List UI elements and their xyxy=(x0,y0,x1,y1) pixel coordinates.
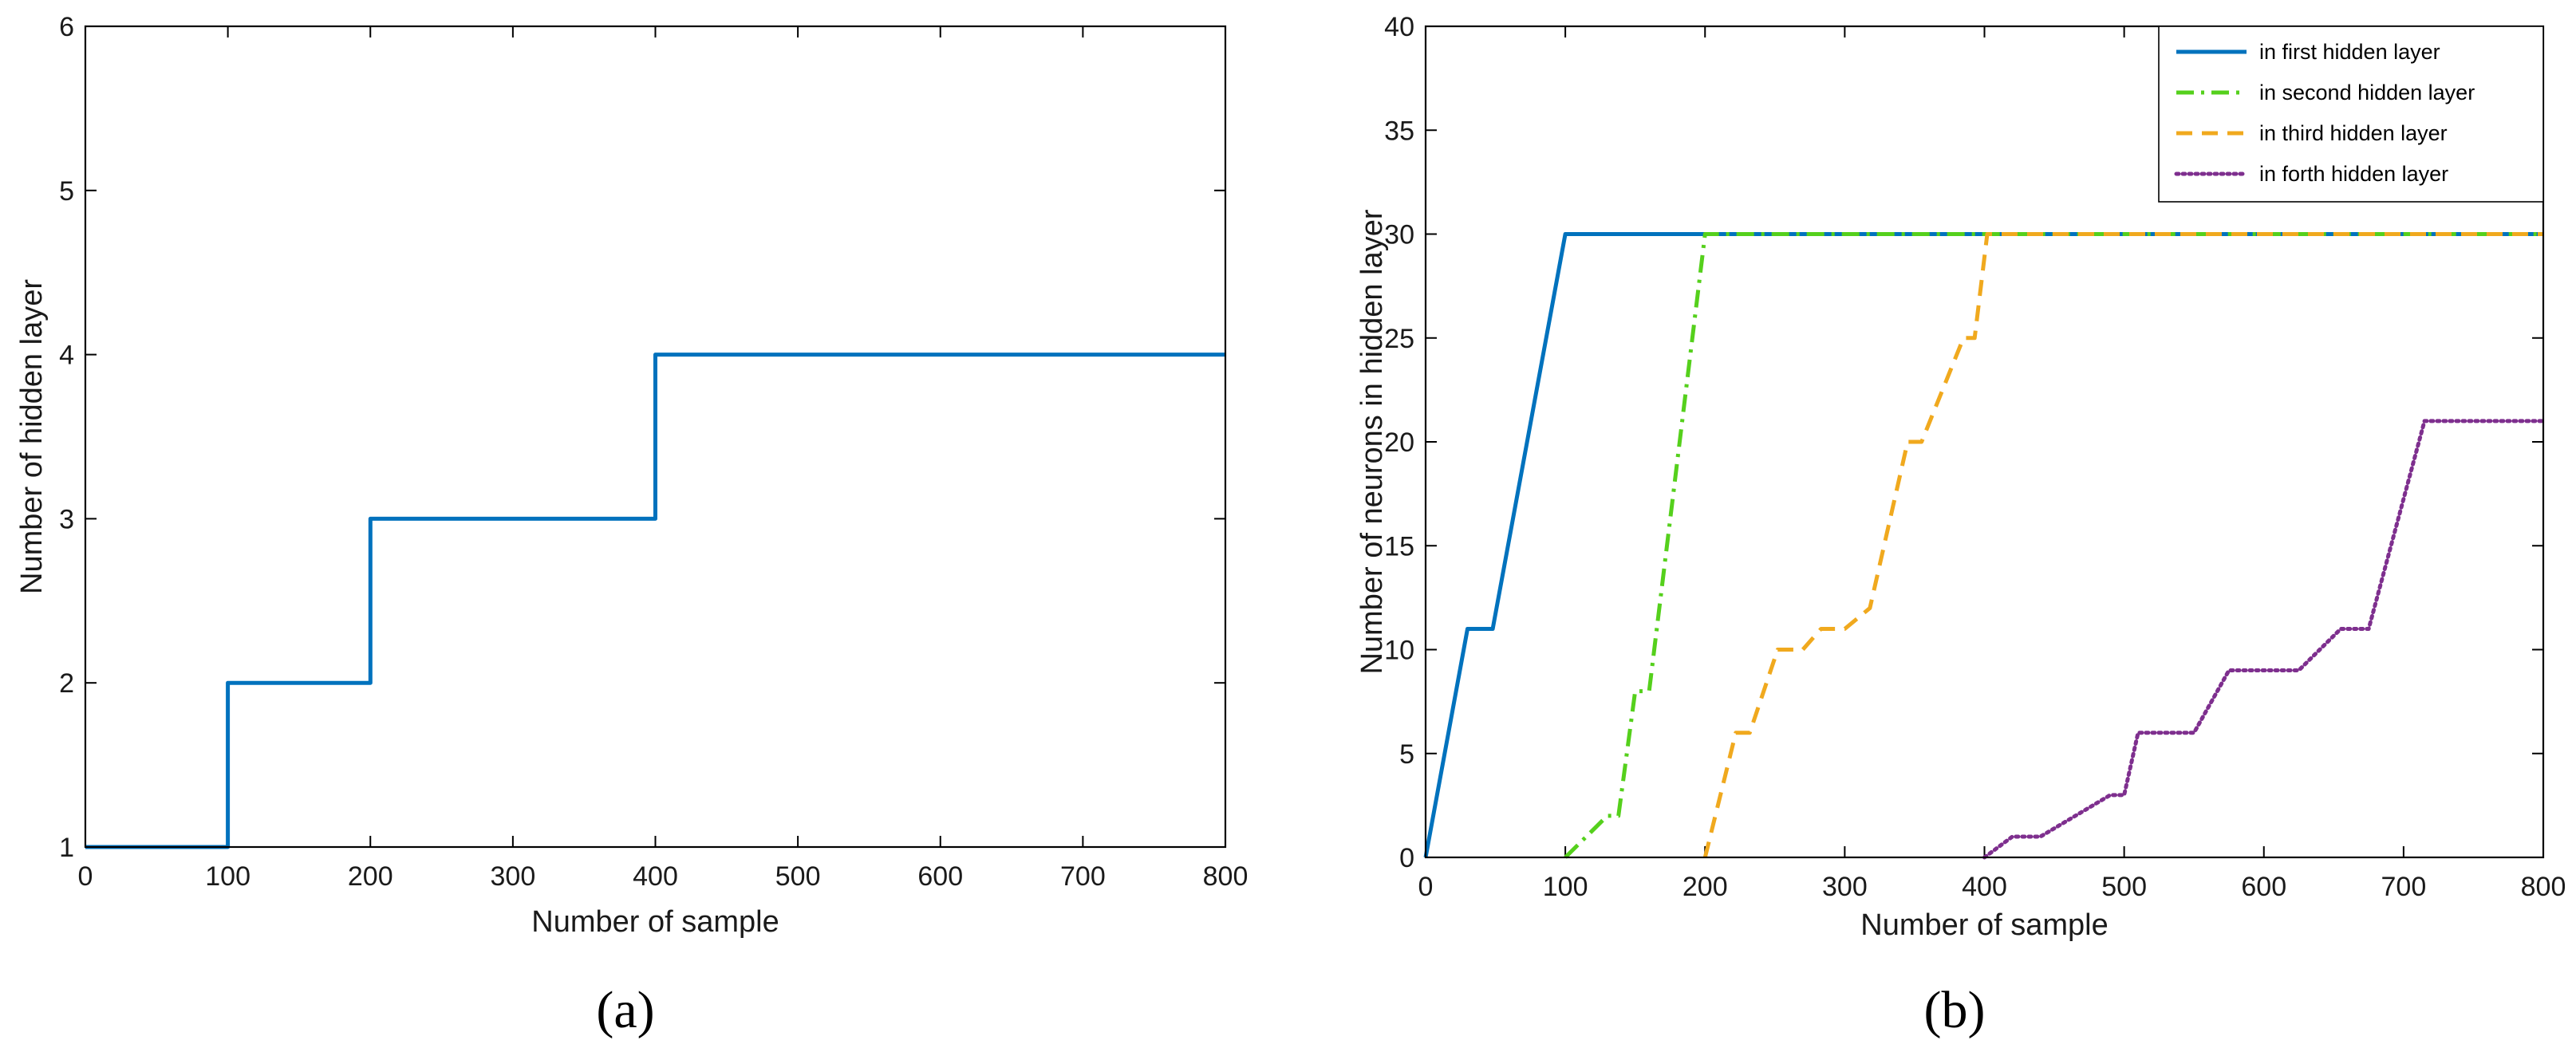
legend-entry: in first hidden layer xyxy=(2176,40,2440,64)
panel-a-caption: (a) xyxy=(596,981,654,1039)
x-tick-label: 800 xyxy=(2521,872,2566,902)
panel-b-plot-area xyxy=(1424,25,2545,859)
x-tick-label: 400 xyxy=(1962,872,2007,902)
legend-entry: in forth hidden layer xyxy=(2174,162,2448,186)
x-tick-label: 100 xyxy=(205,861,250,892)
series-line-1 xyxy=(1423,232,2543,858)
legend-label: in second hidden layer xyxy=(2259,81,2475,104)
y-tick-label: 4 xyxy=(59,341,74,371)
legend-entry: in second hidden layer xyxy=(2176,81,2475,104)
y-tick-label: 5 xyxy=(1399,739,1414,770)
panel-a-series xyxy=(85,353,1225,849)
chart-panel-a: 0 100 200 300 400 500 600 700 800 1 2 3 4 5 6 Number o… xyxy=(15,12,1248,1039)
x-tick-label: 600 xyxy=(917,861,963,892)
x-tick-label: 300 xyxy=(1822,872,1868,902)
x-tick-label: 0 xyxy=(1418,872,1434,902)
legend-entries: in first hidden layer in second hidden la… xyxy=(2174,40,2475,186)
x-tick-label: 800 xyxy=(1203,861,1249,892)
y-tick-label: 40 xyxy=(1384,12,1414,42)
y-tick-label: 30 xyxy=(1384,220,1414,250)
panel-b-y-axis-label: Number of neurons in hidden layer xyxy=(1355,209,1389,674)
legend-label: in third hidden layer xyxy=(2259,121,2448,145)
x-tick-label: 400 xyxy=(633,861,678,892)
series-line-3 xyxy=(1702,232,2543,858)
legend-label: in first hidden layer xyxy=(2259,40,2440,64)
y-tick-label: 35 xyxy=(1384,116,1414,146)
x-tick-label: 600 xyxy=(2241,872,2286,902)
y-tick-label: 25 xyxy=(1384,324,1414,354)
y-tick-label: 15 xyxy=(1384,531,1414,561)
series-line-4 xyxy=(1982,419,2546,860)
y-tick-label: 10 xyxy=(1384,636,1414,666)
y-tick-label: 6 xyxy=(59,12,74,42)
x-tick-label: 300 xyxy=(491,861,536,892)
y-tick-label: 3 xyxy=(59,504,74,534)
panel-a-plot-area xyxy=(84,25,1227,849)
y-tick-label: 20 xyxy=(1384,427,1414,458)
panel-a-x-axis-label: Number of sample xyxy=(531,905,779,939)
panel-b-caption: (b) xyxy=(1924,981,1986,1039)
panel-b-x-axis-label: Number of sample xyxy=(1860,908,2108,942)
y-tick-label: 2 xyxy=(59,668,74,699)
series-line-1 xyxy=(85,353,1225,849)
y-tick-label: 0 xyxy=(1399,843,1414,873)
panel-b-legend: in first hidden layer in second hidden la… xyxy=(2158,26,2544,203)
x-tick-label: 200 xyxy=(348,861,393,892)
x-tick-label: 500 xyxy=(2101,872,2147,902)
x-tick-label: 200 xyxy=(1682,872,1728,902)
panel-b-series xyxy=(1423,232,2546,860)
x-tick-label: 0 xyxy=(78,861,93,892)
series-line-2 xyxy=(1564,232,2543,859)
y-tick-label: 5 xyxy=(59,176,74,207)
panel-a-y-axis-label: Number of hidden layer xyxy=(15,279,49,594)
legend-entry: in third hidden layer xyxy=(2176,121,2448,145)
x-tick-label: 700 xyxy=(2381,872,2427,902)
panel-a-ticks: 0 100 200 300 400 500 600 700 800 1 2 3 4 5 6 xyxy=(59,12,1248,892)
x-tick-label: 500 xyxy=(775,861,821,892)
y-tick-label: 1 xyxy=(59,833,74,863)
x-tick-label: 100 xyxy=(1543,872,1588,902)
panel-b-ticks: 0 100 200 300 400 500 600 700 800 0 5 10 15 20 25 30 35 4… xyxy=(1384,12,2566,902)
chart-panel-b: 0 100 200 300 400 500 600 700 800 0 5 10 15 20 25 30 35 4… xyxy=(1355,12,2566,1039)
x-tick-label: 700 xyxy=(1060,861,1106,892)
legend-label: in forth hidden layer xyxy=(2259,162,2448,186)
